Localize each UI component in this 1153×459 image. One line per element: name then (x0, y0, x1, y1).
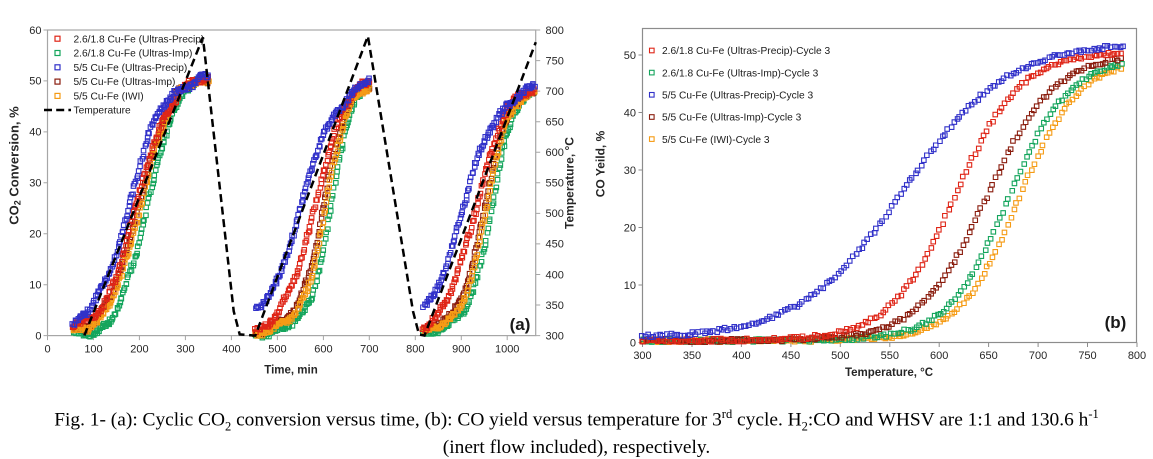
svg-text:900: 900 (452, 344, 470, 356)
svg-text:300: 300 (633, 350, 651, 362)
svg-text:750: 750 (546, 55, 564, 67)
svg-text:600: 600 (546, 147, 564, 159)
svg-text:600: 600 (930, 350, 948, 362)
svg-text:(b): (b) (1105, 313, 1127, 332)
svg-text:5/5 Cu-Fe (Ultras-Imp)-Cycle 3: 5/5 Cu-Fe (Ultras-Imp)-Cycle 3 (662, 113, 802, 124)
svg-text:30: 30 (624, 165, 636, 177)
svg-text:2.6/1.8 Cu-Fe (Ultras-Imp): 2.6/1.8 Cu-Fe (Ultras-Imp) (74, 49, 193, 60)
svg-text:Temperature, °C: Temperature, °C (563, 137, 577, 229)
svg-text:650: 650 (546, 117, 564, 129)
svg-text:350: 350 (546, 300, 564, 312)
svg-text:CO Yeild, %: CO Yeild, % (594, 130, 608, 197)
svg-text:550: 550 (881, 350, 899, 362)
svg-text:800: 800 (406, 344, 424, 356)
svg-text:5/5 Cu-Fe (Ultras-Precip): 5/5 Cu-Fe (Ultras-Precip) (74, 63, 188, 74)
svg-text:30: 30 (29, 178, 41, 190)
svg-text:5/5 Cu-Fe (IWI): 5/5 Cu-Fe (IWI) (74, 92, 144, 103)
svg-text:Temperature, °C: Temperature, °C (845, 367, 933, 379)
svg-text:750: 750 (1078, 350, 1096, 362)
svg-text:0: 0 (630, 337, 636, 349)
svg-text:350: 350 (683, 350, 701, 362)
svg-text:500: 500 (546, 208, 564, 220)
svg-text:500: 500 (268, 344, 286, 356)
svg-text:550: 550 (546, 178, 564, 190)
svg-text:CO2 Conversion, %: CO2 Conversion, % (7, 106, 23, 225)
svg-text:800: 800 (1128, 350, 1146, 362)
svg-text:5/5 Cu-Fe (IWI)-Cycle 3: 5/5 Cu-Fe (IWI)-Cycle 3 (662, 135, 770, 146)
svg-text:5/5 Cu-Fe (Ultras-Imp): 5/5 Cu-Fe (Ultras-Imp) (74, 77, 176, 88)
svg-text:5/5 Cu-Fe (Ultras-Precip)-Cycl: 5/5 Cu-Fe (Ultras-Precip)-Cycle 3 (662, 91, 813, 102)
svg-text:10: 10 (624, 280, 636, 292)
svg-text:700: 700 (546, 86, 564, 98)
svg-text:300: 300 (176, 344, 194, 356)
svg-text:50: 50 (624, 50, 636, 62)
svg-text:400: 400 (732, 350, 750, 362)
svg-text:Time, min: Time, min (264, 365, 317, 377)
svg-text:450: 450 (782, 350, 800, 362)
svg-text:650: 650 (979, 350, 997, 362)
svg-text:400: 400 (546, 269, 564, 281)
svg-text:500: 500 (831, 350, 849, 362)
svg-text:60: 60 (29, 25, 41, 37)
svg-text:Temperature: Temperature (74, 106, 132, 117)
svg-text:450: 450 (546, 239, 564, 251)
svg-text:40: 40 (624, 107, 636, 119)
svg-text:2.6/1.8 Cu-Fe (Ultras-Imp)-Cyc: 2.6/1.8 Cu-Fe (Ultras-Imp)-Cycle 3 (662, 68, 819, 79)
svg-text:10: 10 (29, 280, 41, 292)
svg-text:(a): (a) (510, 315, 531, 334)
svg-text:2.6/1.8 Cu-Fe (Ultras-Precip): 2.6/1.8 Cu-Fe (Ultras-Precip) (74, 34, 205, 45)
svg-text:300: 300 (546, 330, 564, 342)
svg-text:200: 200 (130, 344, 148, 356)
svg-text:50: 50 (29, 76, 41, 88)
svg-text:20: 20 (624, 222, 636, 234)
svg-text:20: 20 (29, 229, 41, 241)
svg-text:400: 400 (222, 344, 240, 356)
svg-text:2.6/1.8 Cu-Fe (Ultras-Precip)-: 2.6/1.8 Cu-Fe (Ultras-Precip)-Cycle 3 (662, 46, 830, 57)
svg-text:800: 800 (546, 25, 564, 37)
svg-text:100: 100 (84, 344, 102, 356)
svg-text:40: 40 (29, 127, 41, 139)
svg-text:0: 0 (44, 344, 50, 356)
svg-text:700: 700 (360, 344, 378, 356)
svg-text:1000: 1000 (495, 344, 519, 356)
svg-text:600: 600 (314, 344, 332, 356)
svg-text:0: 0 (35, 330, 41, 342)
svg-text:700: 700 (1029, 350, 1047, 362)
